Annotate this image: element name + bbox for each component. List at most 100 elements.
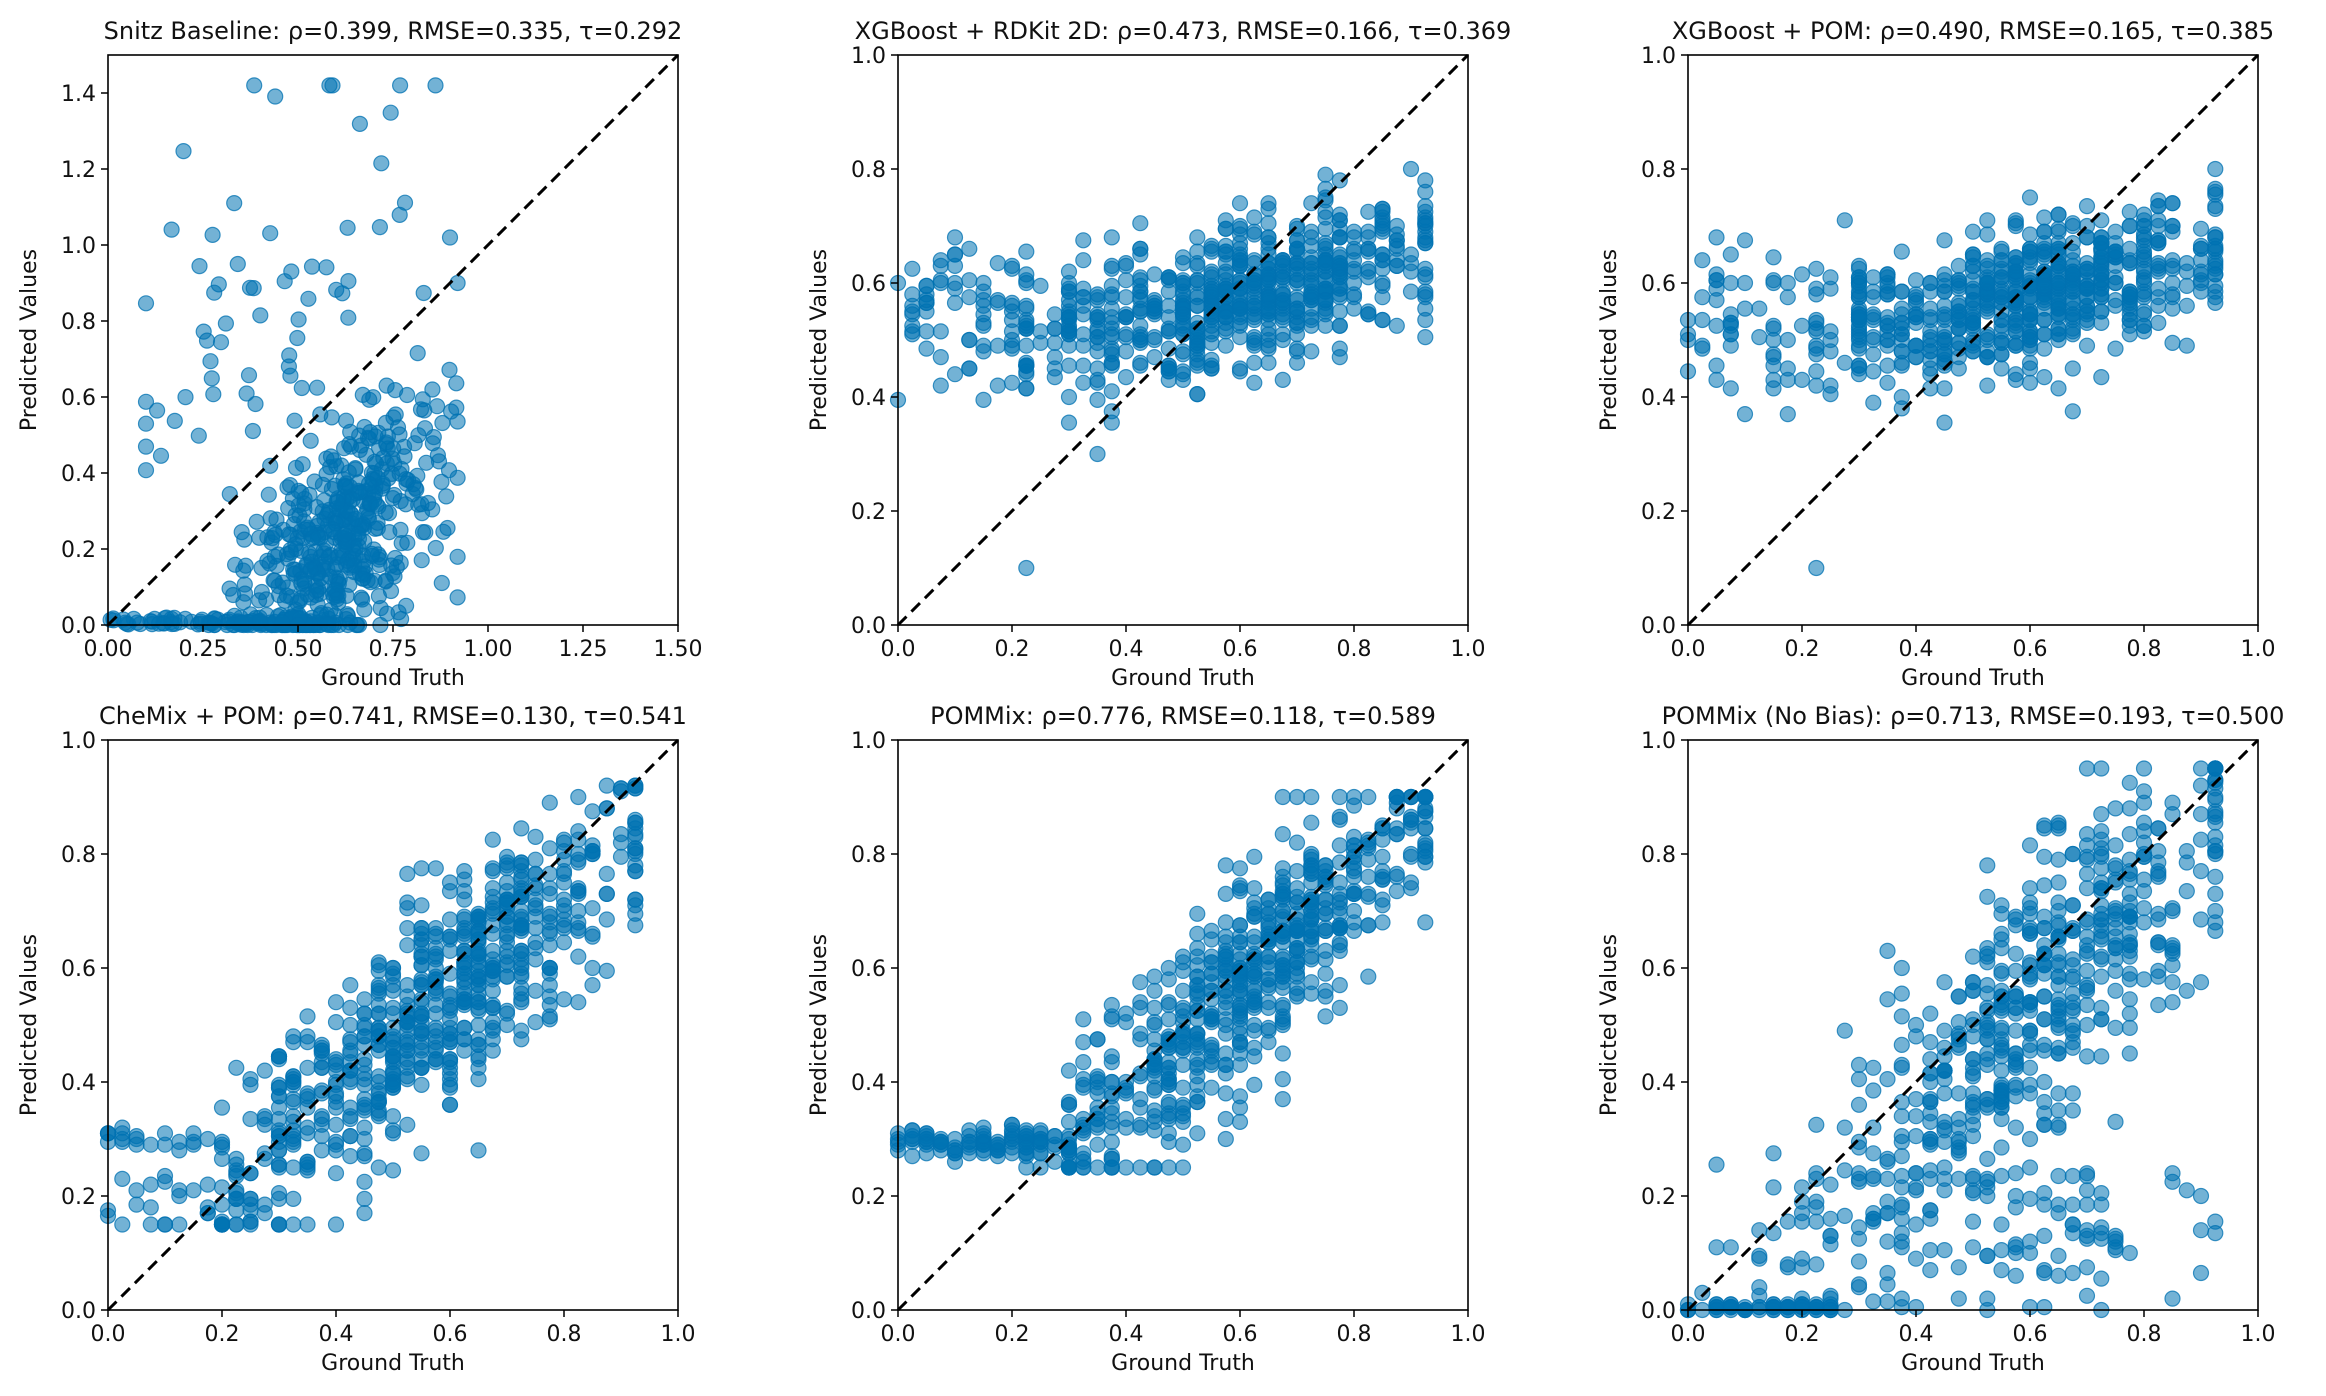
scatter-point (1331, 937, 1348, 954)
scatter-point (228, 1185, 245, 1202)
scatter-point (627, 814, 644, 831)
scatter-point (1979, 226, 1996, 243)
scatter-point (1907, 309, 1925, 326)
scatter-point (329, 494, 346, 511)
scatter-point (1089, 1159, 1106, 1176)
scatter-point (555, 917, 573, 934)
scatter-point (2150, 911, 2167, 928)
scatter-point (1189, 982, 1206, 999)
scatter-point (918, 292, 935, 309)
scatter-point (1018, 337, 1035, 354)
scatter-point (1922, 1093, 1939, 1111)
scatter-point (285, 1159, 302, 1176)
scatter-point (2093, 968, 2110, 985)
scatter-point (2021, 354, 2039, 371)
scatter-point (229, 255, 246, 273)
scatter-point (2078, 1259, 2096, 1276)
scatter-point (498, 1016, 516, 1034)
scatter-point (2135, 814, 2153, 831)
scatter-point (1893, 1233, 1910, 1250)
y-axis-label: Predicted Values (17, 249, 42, 431)
scatter-point (1117, 309, 1135, 326)
scatter-point (2093, 272, 2110, 289)
scatter-point (975, 297, 992, 314)
scatter-point (2192, 831, 2210, 848)
scatter-point (1203, 351, 1220, 368)
scatter-point (1950, 1259, 1967, 1276)
scatter-point (1274, 883, 1291, 900)
scatter-point (2121, 326, 2138, 343)
scatter-point (409, 345, 426, 362)
scatter-point (384, 1019, 402, 1036)
scatter-point (1089, 320, 1106, 337)
scatter-point (1331, 905, 1348, 922)
scatter-point (312, 570, 329, 587)
scatter-point (256, 1062, 273, 1079)
scatter-point (1160, 1073, 1177, 1091)
scatter-point (2078, 1182, 2096, 1199)
scatter-point (1360, 203, 1377, 220)
scatter-point (627, 891, 644, 908)
scatter-point (2207, 180, 2224, 197)
scatter-point (2050, 380, 2067, 397)
scatter-point (1374, 200, 1391, 217)
scatter-point (1103, 1150, 1120, 1167)
scatter-point (2050, 223, 2067, 240)
scatter-point (2093, 1011, 2110, 1028)
scatter-point (1189, 905, 1206, 922)
scatter-point (1964, 1099, 1982, 1116)
scatter-point (904, 326, 921, 343)
scatter-point (456, 994, 473, 1011)
scatter-point (2207, 885, 2224, 902)
x-tick-label: 0.0 (1671, 637, 1706, 662)
scatter-point (324, 77, 341, 94)
scatter-points (1679, 760, 2224, 1319)
scatter-point (1964, 257, 1982, 274)
scatter-point (1246, 1039, 1263, 1056)
scatter-point (1865, 331, 1882, 349)
scatter-point (975, 317, 992, 334)
scatter-point (1374, 289, 1391, 306)
scatter-point (2150, 255, 2167, 272)
scatter-point (1865, 363, 1882, 380)
scatter-point (2150, 968, 2167, 985)
scatter-point (427, 1039, 444, 1056)
scatter-point (190, 427, 207, 444)
scatter-point (114, 1170, 131, 1187)
scatter-point (2050, 928, 2067, 945)
panel-pommix-no-bias: POMMix (No Bias): ρ=0.713, RMSE=0.193, τ… (1597, 702, 2284, 1376)
scatter-point (2093, 369, 2110, 386)
scatter-point (217, 315, 235, 332)
scatter-point (1189, 357, 1206, 374)
scatter-point (441, 1019, 459, 1036)
scatter-point (384, 1048, 402, 1065)
scatter-point (904, 1148, 921, 1165)
scatter-point (242, 1213, 259, 1230)
scatter-point (1174, 1028, 1192, 1045)
scatter-point (313, 1116, 330, 1133)
scatter-point (1231, 246, 1249, 263)
scatter-point (418, 454, 435, 471)
scatter-point (961, 240, 978, 257)
scatter-point (1189, 386, 1206, 403)
scatter-point (470, 962, 487, 979)
scatter-point (1922, 1005, 1939, 1022)
scatter-point (1808, 280, 1825, 297)
scatter-point (1850, 1173, 1868, 1190)
scatter-point (2207, 868, 2224, 885)
scatter-point (1417, 198, 1434, 215)
scatter-point (302, 432, 319, 449)
scatter-point (1160, 1093, 1177, 1111)
panel-snitz-baseline: Snitz Baseline: ρ=0.399, RMSE=0.335, τ=0… (17, 17, 702, 691)
scatter-point (192, 615, 209, 632)
scatter-point (1331, 837, 1348, 854)
scatter-point (1217, 948, 1234, 965)
x-tick-label: 0.25 (179, 637, 228, 662)
scatter-point (1993, 1139, 2010, 1156)
scatter-point (1964, 1213, 1982, 1230)
scatter-point (441, 988, 459, 1005)
scatter-point (399, 1016, 416, 1034)
scatter-point (2036, 1116, 2053, 1133)
scatter-point (2064, 1085, 2081, 1102)
scatter-point (1288, 985, 1306, 1002)
